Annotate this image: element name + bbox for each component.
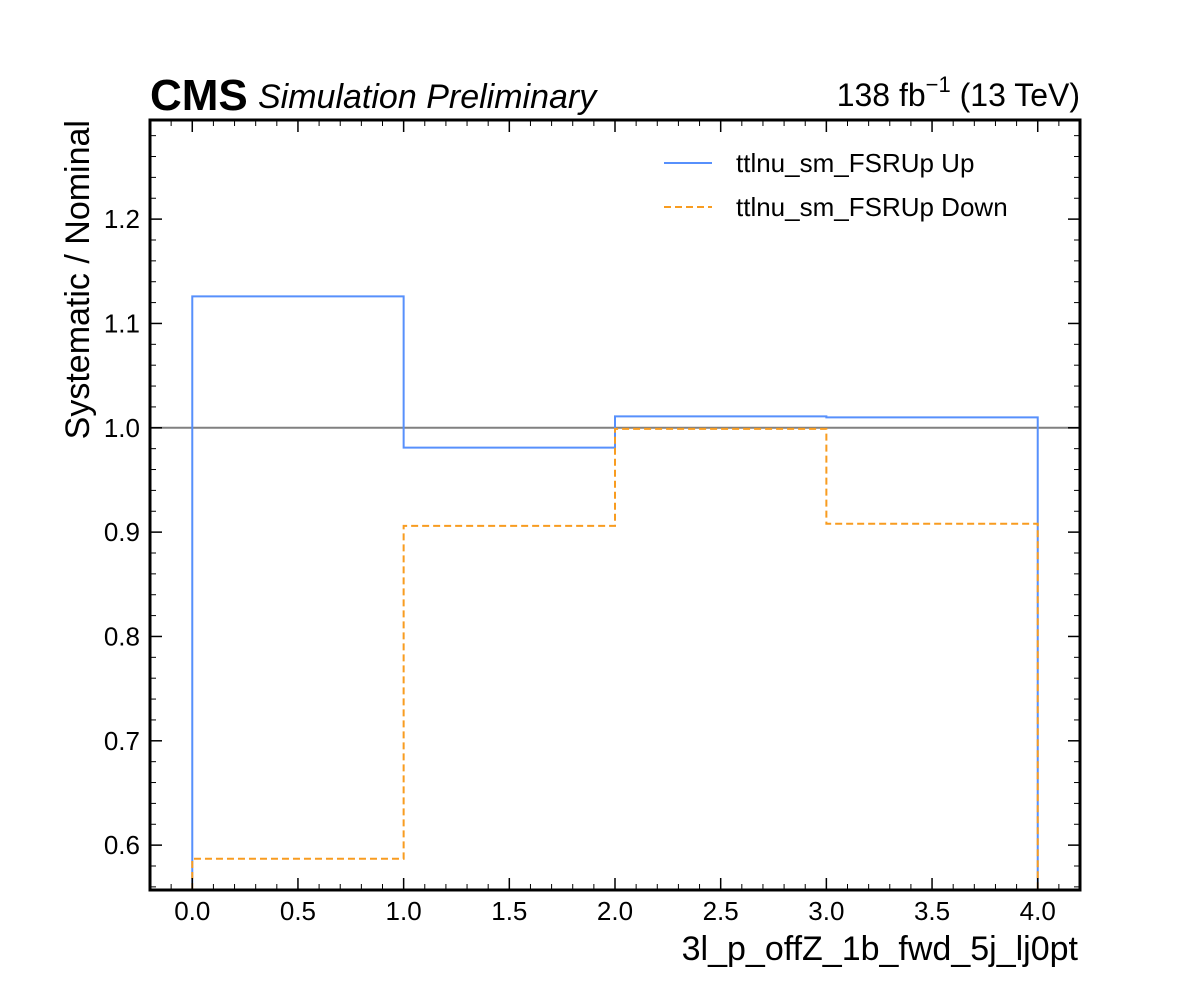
lumi-energy: (13 TeV) (951, 77, 1080, 113)
x-tick-label: 0.5 (280, 896, 316, 926)
x-tick-label: 1.0 (386, 896, 422, 926)
x-tick-label: 0.0 (174, 896, 210, 926)
y-tick-label: 0.8 (104, 621, 140, 651)
cms-subtitle: Simulation Preliminary (258, 78, 598, 116)
legend: ttlnu_sm_FSRUp Up ttlnu_sm_FSRUp Down (664, 148, 1008, 222)
series-line-2 (191, 427, 1039, 890)
cms-label: CMS (150, 71, 248, 120)
x-tick-label: 4.0 (1020, 896, 1056, 926)
y-tick-label: 0.6 (104, 830, 140, 860)
y-tick-label: 1.0 (104, 413, 140, 443)
plot-area: 0.0 0.5 1.0 1.5 2.0 2.5 3.0 3.5 4.0 0.6 0.7 0.8 0.9 1… (104, 118, 1082, 926)
lumi-exponent: −1 (926, 72, 951, 97)
x-tick-label: 3.0 (808, 896, 844, 926)
x-tick-label: 1.5 (491, 896, 527, 926)
y-axis-title: Systematic / Nominal (59, 120, 97, 439)
x-tick-label: 2.5 (703, 896, 739, 926)
legend-label-2: ttlnu_sm_FSRUp Down (736, 192, 1008, 222)
x-tick-label: 2.0 (597, 896, 633, 926)
lumi-label: 138 fb−1 (13 TeV) (837, 72, 1080, 113)
y-tick-label: 1.1 (104, 308, 140, 338)
series-line-1 (191, 295, 1039, 890)
x-axis-title: 3l_p_offZ_1b_fwd_5j_lj0pt (682, 930, 1079, 968)
y-tick-label: 0.7 (104, 726, 140, 756)
y-tick-label: 0.9 (104, 517, 140, 547)
lumi-value: 138 fb (837, 77, 926, 113)
y-tick-label: 1.2 (104, 204, 140, 234)
x-tick-label: 3.5 (914, 896, 950, 926)
legend-label-1: ttlnu_sm_FSRUp Up (736, 148, 974, 178)
